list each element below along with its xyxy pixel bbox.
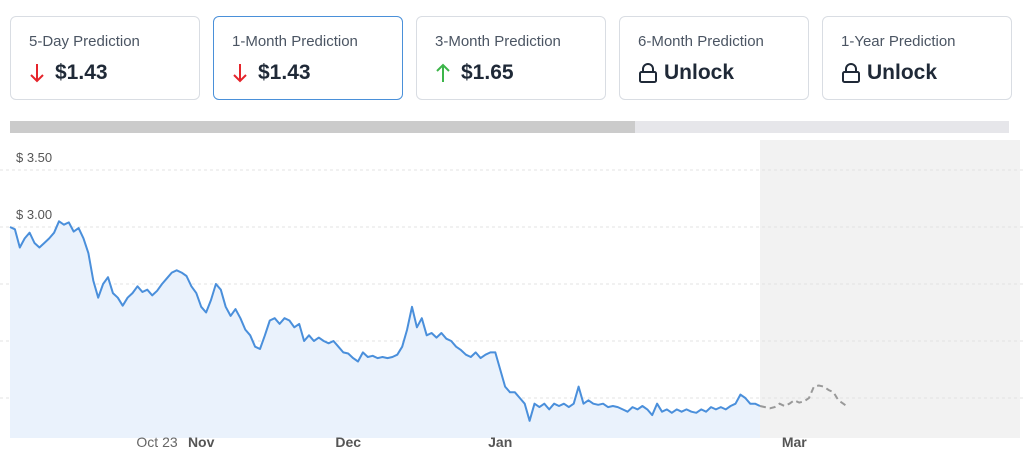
prediction-label: 1-Month Prediction	[232, 33, 358, 50]
prediction-label: 6-Month Prediction	[638, 33, 764, 50]
x-tick-label: Nov	[188, 434, 215, 450]
x-tick-label: Oct 23	[136, 434, 177, 450]
prediction-label: 5-Day Prediction	[29, 33, 140, 50]
y-tick-label: $ 3.50	[16, 150, 52, 165]
unlock-label: Unlock	[664, 61, 735, 84]
prediction-card-3-month[interactable]: 3-Month Prediction $1.65	[416, 16, 606, 100]
chart-scrollbar[interactable]	[10, 121, 1009, 133]
lock-icon	[842, 63, 860, 83]
price-chart: $ 3.50$ 3.00$ 2.50$ 2.00$ 1.50Oct 23NovD…	[0, 140, 1024, 450]
prediction-label: 3-Month Prediction	[435, 33, 561, 50]
prediction-card-5-day[interactable]: 5-Day Prediction $1.43	[10, 16, 200, 100]
lock-icon	[639, 63, 657, 83]
y-tick-label: $ 3.00	[16, 207, 52, 222]
x-tick-label: Mar	[782, 434, 807, 450]
down-arrow-icon	[30, 64, 44, 83]
prediction-label: 1-Year Prediction	[841, 33, 956, 50]
prediction-card-1-month[interactable]: 1-Month Prediction $1.43	[213, 16, 403, 100]
up-arrow-icon	[436, 63, 450, 82]
price-area	[10, 221, 760, 438]
prediction-card-1-year[interactable]: 1-Year Prediction Unlock	[822, 16, 1012, 100]
price-line	[9, 220, 761, 422]
scrollbar-thumb[interactable]	[10, 121, 635, 133]
forecast-background	[760, 140, 1020, 438]
unlock-label: Unlock	[867, 61, 938, 84]
prediction-card-6-month[interactable]: 6-Month Prediction Unlock	[619, 16, 809, 100]
forecast-line	[759, 384, 849, 410]
down-arrow-icon	[233, 64, 247, 83]
prediction-value: $1.43	[55, 61, 108, 84]
prediction-value: $1.43	[258, 61, 311, 84]
prediction-cards: 5-Day Prediction $1.43 1-Month Predictio…	[10, 16, 1012, 100]
x-tick-label: Jan	[488, 434, 512, 450]
prediction-value: $1.65	[461, 61, 514, 84]
x-tick-label: Dec	[335, 434, 361, 450]
